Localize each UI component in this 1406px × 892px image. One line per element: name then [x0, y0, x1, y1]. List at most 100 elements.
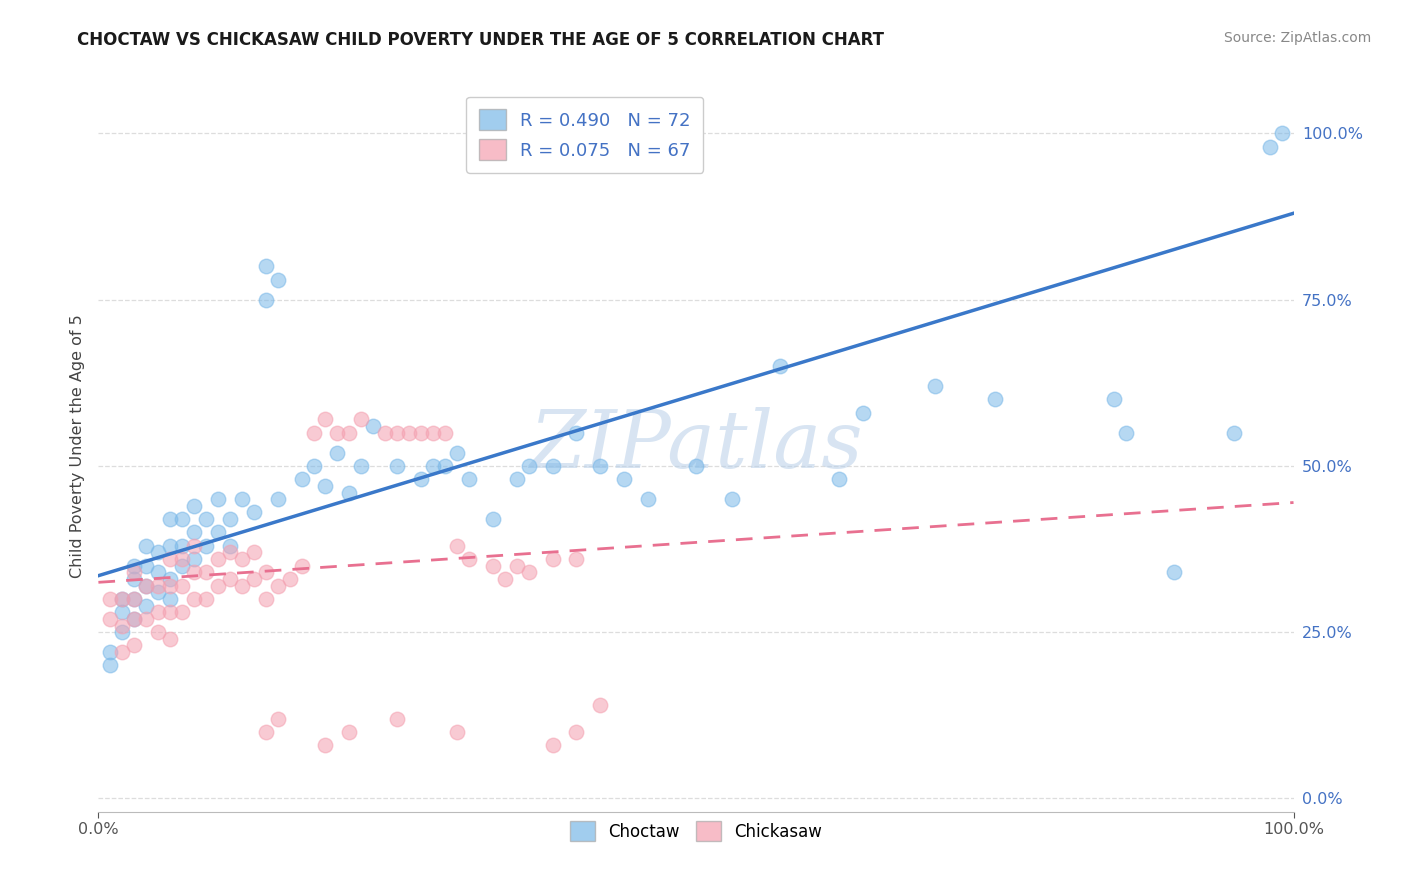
Chickasaw — [183, 566, 205, 580]
Choctaw — [267, 492, 290, 507]
Chickasaw — [315, 738, 337, 752]
Text: Source: ZipAtlas.com: Source: ZipAtlas.com — [1223, 31, 1371, 45]
Chickasaw — [446, 539, 468, 553]
Chickasaw — [411, 425, 433, 440]
Choctaw — [159, 512, 181, 526]
Choctaw — [124, 558, 146, 573]
Chickasaw — [302, 425, 325, 440]
Chickasaw — [98, 591, 122, 606]
Chickasaw — [207, 552, 229, 566]
Choctaw — [183, 499, 205, 513]
Choctaw — [385, 458, 409, 473]
Chickasaw — [541, 552, 564, 566]
Text: CHOCTAW VS CHICKASAW CHILD POVERTY UNDER THE AGE OF 5 CORRELATION CHART: CHOCTAW VS CHICKASAW CHILD POVERTY UNDER… — [77, 31, 884, 49]
Chickasaw — [481, 558, 505, 573]
Choctaw — [172, 558, 194, 573]
Choctaw — [721, 492, 744, 507]
Choctaw — [446, 445, 468, 459]
Choctaw — [1271, 127, 1294, 141]
Choctaw — [148, 585, 170, 599]
Choctaw — [1163, 566, 1185, 580]
Y-axis label: Child Poverty Under the Age of 5: Child Poverty Under the Age of 5 — [69, 314, 84, 578]
Choctaw — [159, 572, 181, 586]
Choctaw — [111, 625, 134, 640]
Choctaw — [458, 472, 481, 486]
Choctaw — [302, 458, 325, 473]
Chickasaw — [172, 552, 194, 566]
Chickasaw — [124, 612, 146, 626]
Chickasaw — [350, 412, 373, 426]
Choctaw — [254, 260, 277, 274]
Choctaw — [541, 458, 564, 473]
Chickasaw — [183, 539, 205, 553]
Choctaw — [828, 472, 851, 486]
Chickasaw — [541, 738, 564, 752]
Choctaw — [1258, 140, 1281, 154]
Choctaw — [135, 599, 157, 613]
Choctaw — [195, 539, 218, 553]
Chickasaw — [243, 572, 266, 586]
Chickasaw — [124, 591, 146, 606]
Chickasaw — [339, 725, 361, 739]
Choctaw — [565, 425, 588, 440]
Chickasaw — [172, 579, 194, 593]
Chickasaw — [111, 591, 134, 606]
Chickasaw — [278, 572, 301, 586]
Legend: Choctaw, Chickasaw: Choctaw, Chickasaw — [562, 814, 830, 847]
Chickasaw — [159, 632, 181, 646]
Chickasaw — [385, 425, 409, 440]
Chickasaw — [517, 566, 540, 580]
Chickasaw — [219, 572, 242, 586]
Chickasaw — [195, 566, 218, 580]
Chickasaw — [207, 579, 229, 593]
Choctaw — [1104, 392, 1126, 407]
Choctaw — [267, 273, 290, 287]
Chickasaw — [326, 425, 349, 440]
Chickasaw — [159, 579, 181, 593]
Choctaw — [231, 492, 253, 507]
Choctaw — [254, 293, 277, 307]
Choctaw — [135, 579, 157, 593]
Chickasaw — [254, 591, 277, 606]
Chickasaw — [195, 591, 218, 606]
Text: ZIPatlas: ZIPatlas — [529, 408, 863, 484]
Choctaw — [135, 558, 157, 573]
Choctaw — [984, 392, 1007, 407]
Choctaw — [589, 458, 612, 473]
Choctaw — [326, 445, 349, 459]
Chickasaw — [98, 612, 122, 626]
Choctaw — [98, 658, 122, 673]
Chickasaw — [589, 698, 612, 713]
Chickasaw — [267, 712, 290, 726]
Choctaw — [1115, 425, 1137, 440]
Chickasaw — [494, 572, 516, 586]
Chickasaw — [183, 591, 205, 606]
Choctaw — [183, 525, 205, 540]
Choctaw — [315, 479, 337, 493]
Chickasaw — [148, 605, 170, 619]
Choctaw — [148, 566, 170, 580]
Choctaw — [422, 458, 444, 473]
Choctaw — [339, 485, 361, 500]
Chickasaw — [159, 605, 181, 619]
Choctaw — [363, 419, 385, 434]
Choctaw — [111, 605, 134, 619]
Choctaw — [291, 472, 314, 486]
Choctaw — [207, 525, 229, 540]
Chickasaw — [254, 725, 277, 739]
Chickasaw — [254, 566, 277, 580]
Chickasaw — [267, 579, 290, 593]
Chickasaw — [243, 545, 266, 559]
Chickasaw — [565, 725, 588, 739]
Choctaw — [506, 472, 529, 486]
Chickasaw — [315, 412, 337, 426]
Chickasaw — [124, 639, 146, 653]
Choctaw — [111, 591, 134, 606]
Chickasaw — [339, 425, 361, 440]
Choctaw — [517, 458, 540, 473]
Chickasaw — [231, 579, 253, 593]
Choctaw — [637, 492, 659, 507]
Choctaw — [135, 539, 157, 553]
Choctaw — [243, 506, 266, 520]
Chickasaw — [506, 558, 529, 573]
